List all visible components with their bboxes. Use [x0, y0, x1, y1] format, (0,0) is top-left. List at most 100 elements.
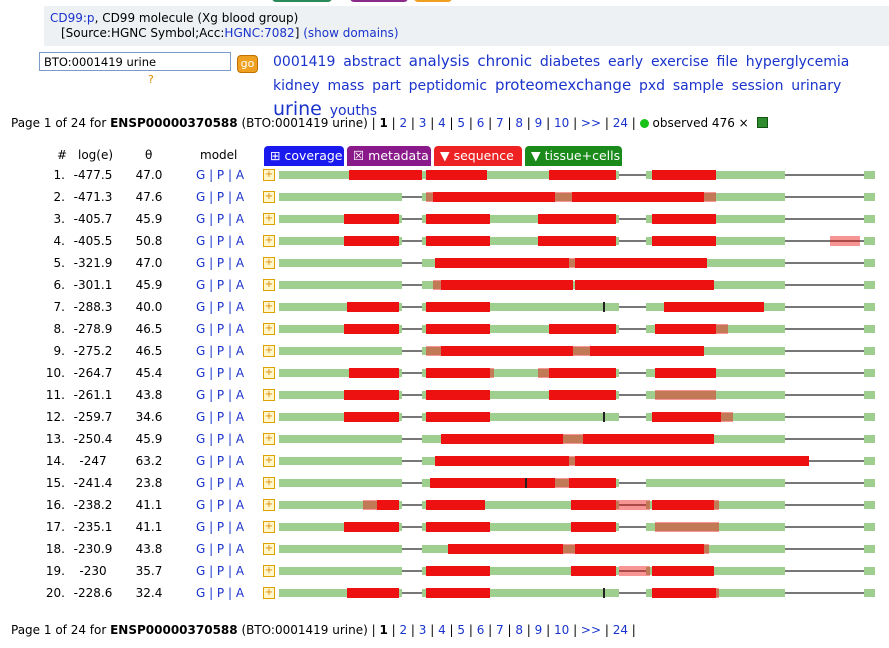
- model-p-link[interactable]: P: [216, 322, 225, 336]
- model-g-link[interactable]: G: [195, 190, 206, 204]
- page-link[interactable]: 3: [418, 623, 427, 637]
- model-a-link[interactable]: A: [235, 498, 245, 512]
- search-input[interactable]: BTO:0001419 urine: [39, 52, 231, 71]
- page-link[interactable]: 8: [515, 623, 523, 637]
- keyword-link[interactable]: 0001419: [273, 54, 336, 70]
- model-a-link[interactable]: A: [235, 454, 245, 468]
- model-g-link[interactable]: G: [195, 476, 206, 490]
- show-domains-link[interactable]: (show domains): [303, 26, 399, 40]
- page-link[interactable]: >>: [580, 623, 602, 637]
- model-p-link[interactable]: P: [216, 432, 225, 446]
- model-g-link[interactable]: G: [195, 278, 206, 292]
- page-link[interactable]: 8: [515, 116, 523, 130]
- spreadsheet-icon[interactable]: [756, 117, 768, 128]
- coverage-track[interactable]: [279, 454, 875, 468]
- model-a-link[interactable]: A: [235, 344, 245, 358]
- coverage-track[interactable]: [279, 564, 875, 578]
- expand-plus-icon[interactable]: +: [263, 477, 275, 489]
- coverage-track[interactable]: [279, 432, 875, 446]
- model-p-link[interactable]: P: [216, 520, 225, 534]
- coverage-track[interactable]: [279, 234, 875, 248]
- page-link[interactable]: 7: [496, 116, 504, 130]
- page-link[interactable]: 3: [418, 116, 427, 130]
- page-link[interactable]: 2: [399, 116, 408, 130]
- model-a-link[interactable]: A: [235, 234, 245, 248]
- expand-plus-icon[interactable]: +: [263, 521, 275, 533]
- keyword-link[interactable]: urinary: [791, 78, 842, 94]
- model-a-link[interactable]: A: [235, 564, 245, 578]
- expand-plus-icon[interactable]: +: [263, 213, 275, 225]
- model-a-link[interactable]: A: [235, 542, 245, 556]
- model-g-link[interactable]: G: [195, 366, 206, 380]
- keyword-link[interactable]: session: [731, 78, 784, 94]
- model-a-link[interactable]: A: [235, 366, 245, 380]
- model-a-link[interactable]: A: [235, 432, 245, 446]
- keyword-link[interactable]: kidney: [273, 78, 320, 94]
- model-p-link[interactable]: P: [216, 388, 225, 402]
- keyword-link[interactable]: part: [372, 78, 401, 94]
- go-button[interactable]: go: [237, 55, 258, 73]
- model-a-link[interactable]: A: [235, 168, 245, 182]
- model-g-link[interactable]: G: [195, 586, 206, 600]
- page-link[interactable]: >>: [580, 116, 602, 130]
- model-p-link[interactable]: P: [216, 564, 225, 578]
- coverage-track[interactable]: [279, 498, 875, 512]
- page-link[interactable]: 6: [476, 116, 485, 130]
- page-link[interactable]: 4: [438, 623, 446, 637]
- model-g-link[interactable]: G: [195, 454, 206, 468]
- expand-plus-icon[interactable]: +: [263, 455, 275, 467]
- model-a-link[interactable]: A: [235, 410, 245, 424]
- tab-metadata[interactable]: ☒ metadata: [347, 146, 431, 166]
- model-a-link[interactable]: A: [235, 256, 245, 270]
- model-a-link[interactable]: A: [235, 278, 245, 292]
- model-p-link[interactable]: P: [216, 278, 225, 292]
- model-a-link[interactable]: A: [235, 212, 245, 226]
- coverage-track[interactable]: [279, 278, 875, 292]
- page-link[interactable]: 4: [438, 116, 446, 130]
- expand-plus-icon[interactable]: +: [263, 367, 275, 379]
- expand-plus-icon[interactable]: +: [263, 433, 275, 445]
- page-link[interactable]: 10: [553, 116, 570, 130]
- page-link[interactable]: 9: [534, 623, 543, 637]
- coverage-track[interactable]: [279, 476, 875, 490]
- page-link[interactable]: 24: [612, 116, 628, 130]
- model-p-link[interactable]: P: [216, 476, 225, 490]
- model-a-link[interactable]: A: [235, 388, 245, 402]
- expand-plus-icon[interactable]: +: [263, 257, 275, 269]
- keyword-link[interactable]: analysis: [408, 52, 470, 70]
- model-p-link[interactable]: P: [216, 190, 225, 204]
- model-g-link[interactable]: G: [195, 256, 206, 270]
- tab-coverage[interactable]: ⊞ coverage: [264, 146, 344, 166]
- help-link[interactable]: ?: [148, 73, 154, 86]
- model-p-link[interactable]: P: [216, 168, 225, 182]
- keyword-link[interactable]: pxd: [639, 78, 666, 94]
- model-p-link[interactable]: P: [216, 300, 225, 314]
- expand-plus-icon[interactable]: +: [263, 323, 275, 335]
- hgnc-link[interactable]: HGNC:7082: [224, 26, 295, 40]
- model-a-link[interactable]: A: [235, 190, 245, 204]
- expand-plus-icon[interactable]: +: [263, 279, 275, 291]
- model-a-link[interactable]: A: [235, 520, 245, 534]
- model-a-link[interactable]: A: [235, 586, 245, 600]
- coverage-track[interactable]: [279, 344, 875, 358]
- page-link[interactable]: 10: [553, 623, 570, 637]
- keyword-link[interactable]: mass: [327, 78, 365, 94]
- page-link[interactable]: 2: [399, 623, 408, 637]
- coverage-track[interactable]: [279, 410, 875, 424]
- coverage-track[interactable]: [279, 300, 875, 314]
- expand-plus-icon[interactable]: +: [263, 565, 275, 577]
- keyword-link[interactable]: sample: [672, 78, 724, 94]
- model-g-link[interactable]: G: [195, 344, 206, 358]
- expand-plus-icon[interactable]: +: [263, 389, 275, 401]
- model-g-link[interactable]: G: [195, 322, 206, 336]
- tab-sequence[interactable]: ▼ sequence: [434, 146, 522, 166]
- model-p-link[interactable]: P: [216, 234, 225, 248]
- model-g-link[interactable]: G: [195, 410, 206, 424]
- page-link[interactable]: 5: [457, 623, 466, 637]
- coverage-track[interactable]: [279, 366, 875, 380]
- keyword-link[interactable]: diabetes: [539, 54, 601, 70]
- model-a-link[interactable]: A: [235, 322, 245, 336]
- model-g-link[interactable]: G: [195, 388, 206, 402]
- coverage-track[interactable]: [279, 542, 875, 556]
- model-p-link[interactable]: P: [216, 454, 225, 468]
